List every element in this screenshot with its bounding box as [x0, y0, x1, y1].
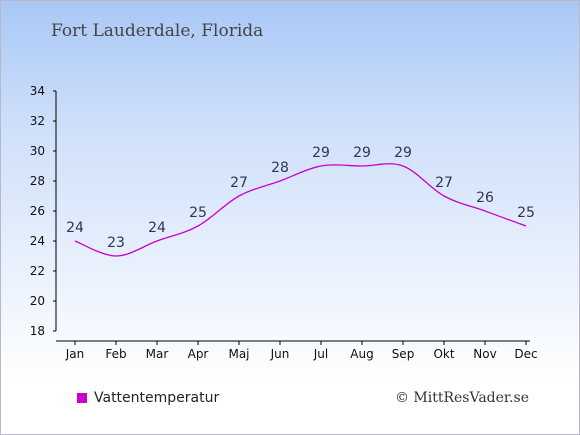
legend: Vattentemperatur — [77, 390, 219, 406]
legend-swatch — [77, 393, 87, 403]
chart-title: Fort Lauderdale, Florida — [51, 21, 264, 41]
x-tick-label: Aug — [350, 347, 373, 361]
x-tick-label: Nov — [473, 347, 496, 361]
x-tick-label: Feb — [105, 347, 126, 361]
y-tick-label: 24 — [30, 234, 45, 248]
legend-label: Vattentemperatur — [94, 390, 220, 406]
x-tick-label: Okt — [433, 347, 454, 361]
y-tick-label: 22 — [30, 264, 45, 278]
x-tick-label: Jul — [313, 347, 328, 361]
data-label: 28 — [271, 160, 289, 176]
x-tick-label: Apr — [188, 347, 209, 361]
data-label: 23 — [107, 235, 125, 251]
y-tick-label: 30 — [30, 144, 45, 158]
data-label: 25 — [517, 205, 535, 221]
y-tick-label: 26 — [30, 204, 45, 218]
axes: 18 20 22 24 26 28 30 32 34 Jan Feb Mar Apr Maj Jun Jul A… — [30, 84, 538, 361]
y-tick-label: 28 — [30, 174, 45, 188]
x-tick-label: Jan — [65, 347, 85, 361]
y-tick-label: 20 — [30, 294, 45, 308]
y-tick-label: 32 — [30, 114, 45, 128]
data-label: 29 — [312, 145, 330, 161]
data-label: 25 — [189, 205, 207, 221]
x-tick-label: Jun — [270, 347, 290, 361]
x-tick-label: Maj — [228, 347, 249, 361]
data-label: 24 — [66, 220, 84, 236]
copyright-text: © MittResVader.se — [394, 390, 529, 406]
data-label: 27 — [435, 175, 453, 191]
data-label: 24 — [148, 220, 166, 236]
data-label: 29 — [394, 145, 412, 161]
series-layer — [74, 163, 527, 257]
data-label: 27 — [230, 175, 248, 191]
data-label: 26 — [476, 190, 494, 206]
x-tick-label: Dec — [514, 347, 537, 361]
series-line — [74, 163, 527, 257]
data-label: 29 — [353, 145, 371, 161]
y-tick-label: 18 — [30, 324, 45, 338]
x-tick-label: Mar — [146, 347, 169, 361]
y-tick-label: 34 — [30, 84, 45, 98]
data-labels: 24 23 24 25 27 28 29 29 29 27 26 25 — [66, 145, 535, 251]
x-tick-label: Sep — [392, 347, 415, 361]
